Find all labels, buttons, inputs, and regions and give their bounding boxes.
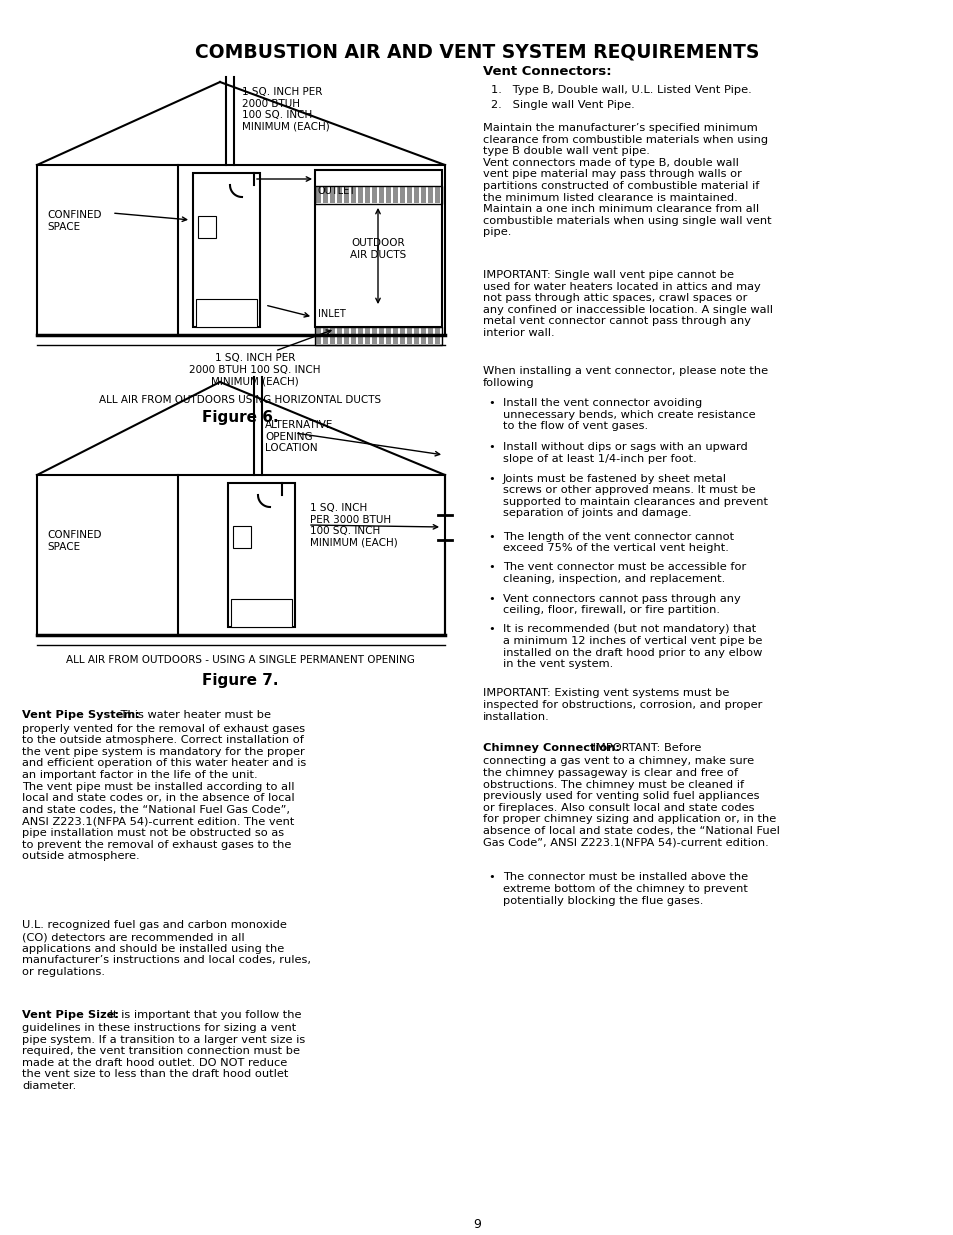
Bar (407, 329, 412, 345)
Text: •: • (488, 872, 495, 883)
Text: 1 SQ. INCH
PER 3000 BTUH
100 SQ. INCH
MINIMUM (EACH): 1 SQ. INCH PER 3000 BTUH 100 SQ. INCH MI… (310, 503, 397, 548)
Bar (336, 329, 341, 345)
Bar (330, 186, 335, 203)
Bar (378, 329, 384, 345)
Bar (193, 173, 260, 327)
Text: The length of the vent connector cannot
exceed 75% of the vertical vent height.: The length of the vent connector cannot … (502, 531, 734, 553)
Bar (323, 329, 328, 345)
Text: Joints must be fastened by sheet metal
screws or other approved means. It must b: Joints must be fastened by sheet metal s… (502, 473, 767, 519)
Bar (435, 186, 439, 203)
Text: Figure 7.: Figure 7. (201, 673, 278, 688)
Bar (357, 186, 363, 203)
Bar (393, 186, 397, 203)
Text: It is recommended (but not mandatory) that
a minimum 12 inches of vertical vent : It is recommended (but not mandatory) th… (502, 625, 761, 669)
Bar (315, 329, 320, 345)
Text: Figure 6.: Figure 6. (201, 410, 278, 425)
Bar (407, 186, 412, 203)
Text: 1 SQ. INCH PER
2000 BTUH 100 SQ. INCH
MINIMUM (EACH): 1 SQ. INCH PER 2000 BTUH 100 SQ. INCH MI… (189, 353, 320, 387)
Text: connecting a gas vent to a chimney, make sure
the chimney passageway is clear an: connecting a gas vent to a chimney, make… (482, 757, 779, 847)
Text: CONFINED
SPACE: CONFINED SPACE (47, 210, 101, 232)
Bar (386, 186, 391, 203)
Text: 1 SQ. INCH PER
2000 BTUH
100 SQ. INCH
MINIMUM (EACH): 1 SQ. INCH PER 2000 BTUH 100 SQ. INCH MI… (242, 86, 330, 132)
Text: 2.   Single wall Vent Pipe.: 2. Single wall Vent Pipe. (491, 100, 634, 110)
Bar (399, 186, 405, 203)
Text: •: • (488, 473, 495, 483)
Text: •: • (488, 442, 495, 452)
Bar (378, 186, 384, 203)
Text: Vent Pipe Size:: Vent Pipe Size: (22, 1009, 119, 1020)
Bar (233, 526, 251, 548)
Text: INLET: INLET (317, 309, 345, 319)
Text: The connector must be installed above the
extreme bottom of the chimney to preve: The connector must be installed above th… (502, 872, 747, 905)
Text: ALL AIR FROM OUTDOORS USING HORIZONTAL DUCTS: ALL AIR FROM OUTDOORS USING HORIZONTAL D… (99, 395, 380, 405)
Text: properly vented for the removal of exhaust gases
to the outside atmosphere. Corr: properly vented for the removal of exhau… (22, 724, 306, 861)
Text: •: • (488, 625, 495, 635)
Bar (344, 186, 349, 203)
Text: Install without dips or sags with an upward
slope of at least 1/4-inch per foot.: Install without dips or sags with an upw… (502, 442, 747, 464)
Text: IMPORTANT: Existing vent systems must be
inspected for obstructions, corrosion, : IMPORTANT: Existing vent systems must be… (482, 688, 761, 721)
Bar (198, 216, 215, 238)
Text: It is important that you follow the: It is important that you follow the (106, 1009, 301, 1020)
Text: 9: 9 (473, 1218, 480, 1231)
Bar (386, 329, 391, 345)
Text: OUTDOOR
AIR DUCTS: OUTDOOR AIR DUCTS (350, 238, 406, 259)
Bar (428, 329, 433, 345)
Text: When installing a vent connector, please note the
following: When installing a vent connector, please… (482, 366, 767, 388)
Text: 1.   Type B, Double wall, U.L. Listed Vent Pipe.: 1. Type B, Double wall, U.L. Listed Vent… (491, 85, 751, 95)
Bar (330, 329, 335, 345)
Bar (195, 299, 256, 327)
Text: COMBUSTION AIR AND VENT SYSTEM REQUIREMENTS: COMBUSTION AIR AND VENT SYSTEM REQUIREME… (194, 42, 759, 61)
Text: IMPORTANT: Before: IMPORTANT: Before (589, 743, 701, 753)
Text: The vent connector must be accessible for
cleaning, inspection, and replacement.: The vent connector must be accessible fo… (502, 562, 745, 584)
Bar (323, 186, 328, 203)
Bar (428, 186, 433, 203)
Bar (351, 186, 355, 203)
Text: •: • (488, 562, 495, 573)
Text: •: • (488, 531, 495, 541)
Text: guidelines in these instructions for sizing a vent
pipe system. If a transition : guidelines in these instructions for siz… (22, 1023, 305, 1091)
Bar (344, 329, 349, 345)
Bar (399, 329, 405, 345)
Bar (372, 186, 376, 203)
Bar (336, 186, 341, 203)
Bar (231, 599, 292, 627)
Bar (357, 329, 363, 345)
Text: IMPORTANT: Single wall vent pipe cannot be
used for water heaters located in att: IMPORTANT: Single wall vent pipe cannot … (482, 270, 772, 338)
Text: Vent Connectors:: Vent Connectors: (482, 65, 611, 78)
Text: •: • (488, 594, 495, 604)
Text: Chimney Connection:: Chimney Connection: (482, 743, 619, 753)
Bar (414, 186, 418, 203)
Text: ALTERNATIVE
OPENING
LOCATION: ALTERNATIVE OPENING LOCATION (265, 420, 333, 453)
Text: Maintain the manufacturer’s specified minimum
clearance from combustible materia: Maintain the manufacturer’s specified mi… (482, 124, 771, 237)
Bar (435, 329, 439, 345)
Bar (314, 170, 441, 327)
Text: Vent Pipe System:: Vent Pipe System: (22, 710, 140, 720)
Bar (420, 329, 426, 345)
Bar (365, 186, 370, 203)
Text: OUTLET: OUTLET (317, 186, 355, 196)
Bar (315, 186, 320, 203)
Text: ALL AIR FROM OUTDOORS - USING A SINGLE PERMANENT OPENING: ALL AIR FROM OUTDOORS - USING A SINGLE P… (66, 655, 414, 664)
Text: Install the vent connector avoiding
unnecessary bends, which create resistance
t: Install the vent connector avoiding unne… (502, 398, 755, 431)
Bar (372, 329, 376, 345)
Bar (420, 186, 426, 203)
Bar (414, 329, 418, 345)
Text: CONFINED
SPACE: CONFINED SPACE (47, 530, 101, 552)
Bar (314, 327, 441, 345)
Bar (314, 186, 441, 204)
Text: U.L. recognized fuel gas and carbon monoxide
(CO) detectors are recommended in a: U.L. recognized fuel gas and carbon mono… (22, 920, 311, 977)
Bar (351, 329, 355, 345)
Bar (228, 483, 294, 627)
Bar (365, 329, 370, 345)
Text: This water heater must be: This water heater must be (117, 710, 271, 720)
Text: Vent connectors cannot pass through any
ceiling, floor, firewall, or fire partit: Vent connectors cannot pass through any … (502, 594, 740, 615)
Text: •: • (488, 398, 495, 408)
Bar (393, 329, 397, 345)
